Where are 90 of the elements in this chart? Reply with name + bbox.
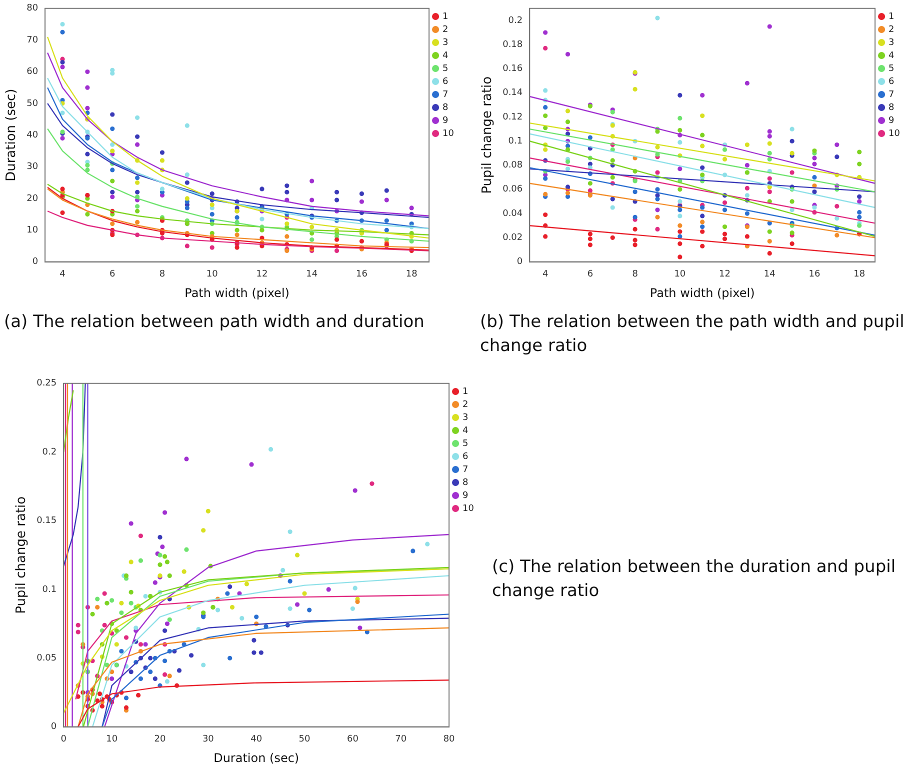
y-tick-label: 0.2 xyxy=(42,447,57,458)
x-tick-label: 10 xyxy=(106,734,118,745)
legend-label: 8 xyxy=(462,478,469,488)
x-tick-label: 4 xyxy=(60,270,66,280)
y-tick-label: 0.2 xyxy=(508,16,523,26)
y-tick-label: 70 xyxy=(26,35,38,46)
y-tick-label: 0.16 xyxy=(502,64,523,74)
y-tick-label: 0.1 xyxy=(42,584,57,595)
legend-label: 1 xyxy=(462,386,468,397)
legend-label: 3 xyxy=(442,38,448,48)
legend-label: 10 xyxy=(462,504,474,514)
legend-label: 1 xyxy=(442,12,448,22)
y-tick-label: 0.04 xyxy=(502,208,523,219)
legend-label: 9 xyxy=(888,116,895,126)
legend-label: 6 xyxy=(462,452,469,462)
x-axis-title: Path width (pixel) xyxy=(184,286,290,300)
legend-label: 2 xyxy=(462,400,468,410)
y-tick-label: 0.18 xyxy=(502,40,523,50)
y-axis-title: Pupil change ratio xyxy=(14,496,30,614)
legend-label: 10 xyxy=(442,128,454,139)
legend-label: 6 xyxy=(442,76,449,87)
legend-label: 3 xyxy=(888,38,894,48)
y-tick-label: 0.08 xyxy=(502,160,523,171)
y-tick-label: 0 xyxy=(516,257,523,268)
legend-label: 8 xyxy=(442,102,449,113)
y-tick-label: 0.06 xyxy=(502,184,523,195)
legend-label: 7 xyxy=(888,90,894,100)
legend-label: 6 xyxy=(888,76,895,87)
x-tick-label: 18 xyxy=(406,270,418,280)
x-tick-label: 8 xyxy=(632,270,638,280)
x-tick-label: 50 xyxy=(298,734,311,745)
legend-label: 5 xyxy=(442,64,448,74)
y-tick-label: 0 xyxy=(32,257,38,268)
x-tick-label: 16 xyxy=(356,270,368,280)
legend-label: 8 xyxy=(888,102,895,113)
legend-label: 10 xyxy=(888,128,900,139)
x-tick-label: 10 xyxy=(206,270,218,280)
y-axis-title: Duration (sec) xyxy=(4,88,20,182)
x-tick-label: 14 xyxy=(764,270,776,280)
legend-label: 3 xyxy=(462,412,468,423)
y-tick-label: 0.15 xyxy=(36,516,57,526)
y-tick-label: 60 xyxy=(26,67,38,78)
x-tick-label: 30 xyxy=(202,734,214,745)
text: (c) The relation between the duration and pupil change ratio xyxy=(492,556,897,603)
legend-label: 9 xyxy=(462,490,469,501)
x-tick-label: 80 xyxy=(443,734,456,745)
x-tick-label: 20 xyxy=(154,734,166,745)
legend-label: 2 xyxy=(888,24,894,35)
x-tick-label: 70 xyxy=(395,734,407,745)
y-tick-label: 50 xyxy=(26,98,38,109)
y-tick-label: 0.25 xyxy=(36,378,57,389)
x-tick-label: 10 xyxy=(674,270,686,280)
x-axis-title: Duration (sec) xyxy=(214,750,300,765)
x-tick-label: 8 xyxy=(159,270,166,280)
x-axis-title: Path width (pixel) xyxy=(650,286,755,300)
x-tick-label: 12 xyxy=(719,270,730,280)
y-tick-label: 0.14 xyxy=(502,88,523,98)
legend-label: 7 xyxy=(442,90,448,100)
y-tick-label: 0.02 xyxy=(502,233,523,244)
legend-label: 7 xyxy=(462,464,468,475)
y-tick-label: 80 xyxy=(26,4,38,14)
x-tick-label: 4 xyxy=(542,270,548,280)
y-tick-label: 10 xyxy=(26,225,38,236)
y-axis-title: Pupil change ratio xyxy=(480,76,496,194)
y-tick-label: 0.05 xyxy=(36,653,57,664)
y-tick-label: 0.12 xyxy=(502,112,523,122)
text: (b) The relation between the path width and pupil change ratio xyxy=(480,311,906,358)
y-tick-label: 30 xyxy=(26,162,38,172)
legend-label: 9 xyxy=(442,116,449,126)
x-tick-label: 6 xyxy=(110,270,116,280)
legend-label: 5 xyxy=(888,64,894,74)
legend-label: 4 xyxy=(888,50,895,61)
y-tick-label: 0 xyxy=(50,722,57,732)
x-tick-label: 40 xyxy=(250,734,262,745)
x-tick-label: 0 xyxy=(60,734,67,745)
legend-label: 1 xyxy=(888,12,894,22)
text: (a) The relation between path width and duration xyxy=(4,311,426,334)
x-tick-label: 14 xyxy=(306,270,318,280)
legend-label: 2 xyxy=(442,24,448,35)
legend-label: 4 xyxy=(442,50,449,61)
y-tick-label: 0.1 xyxy=(508,136,523,146)
legend-label: 4 xyxy=(462,426,469,436)
x-tick-label: 12 xyxy=(256,270,268,280)
x-tick-label: 18 xyxy=(854,270,866,280)
y-tick-label: 40 xyxy=(26,130,38,140)
x-tick-label: 16 xyxy=(808,270,820,280)
y-tick-label: 20 xyxy=(26,194,38,204)
x-tick-label: 6 xyxy=(587,270,594,280)
x-tick-label: 60 xyxy=(346,734,359,745)
legend-label: 5 xyxy=(462,438,468,449)
